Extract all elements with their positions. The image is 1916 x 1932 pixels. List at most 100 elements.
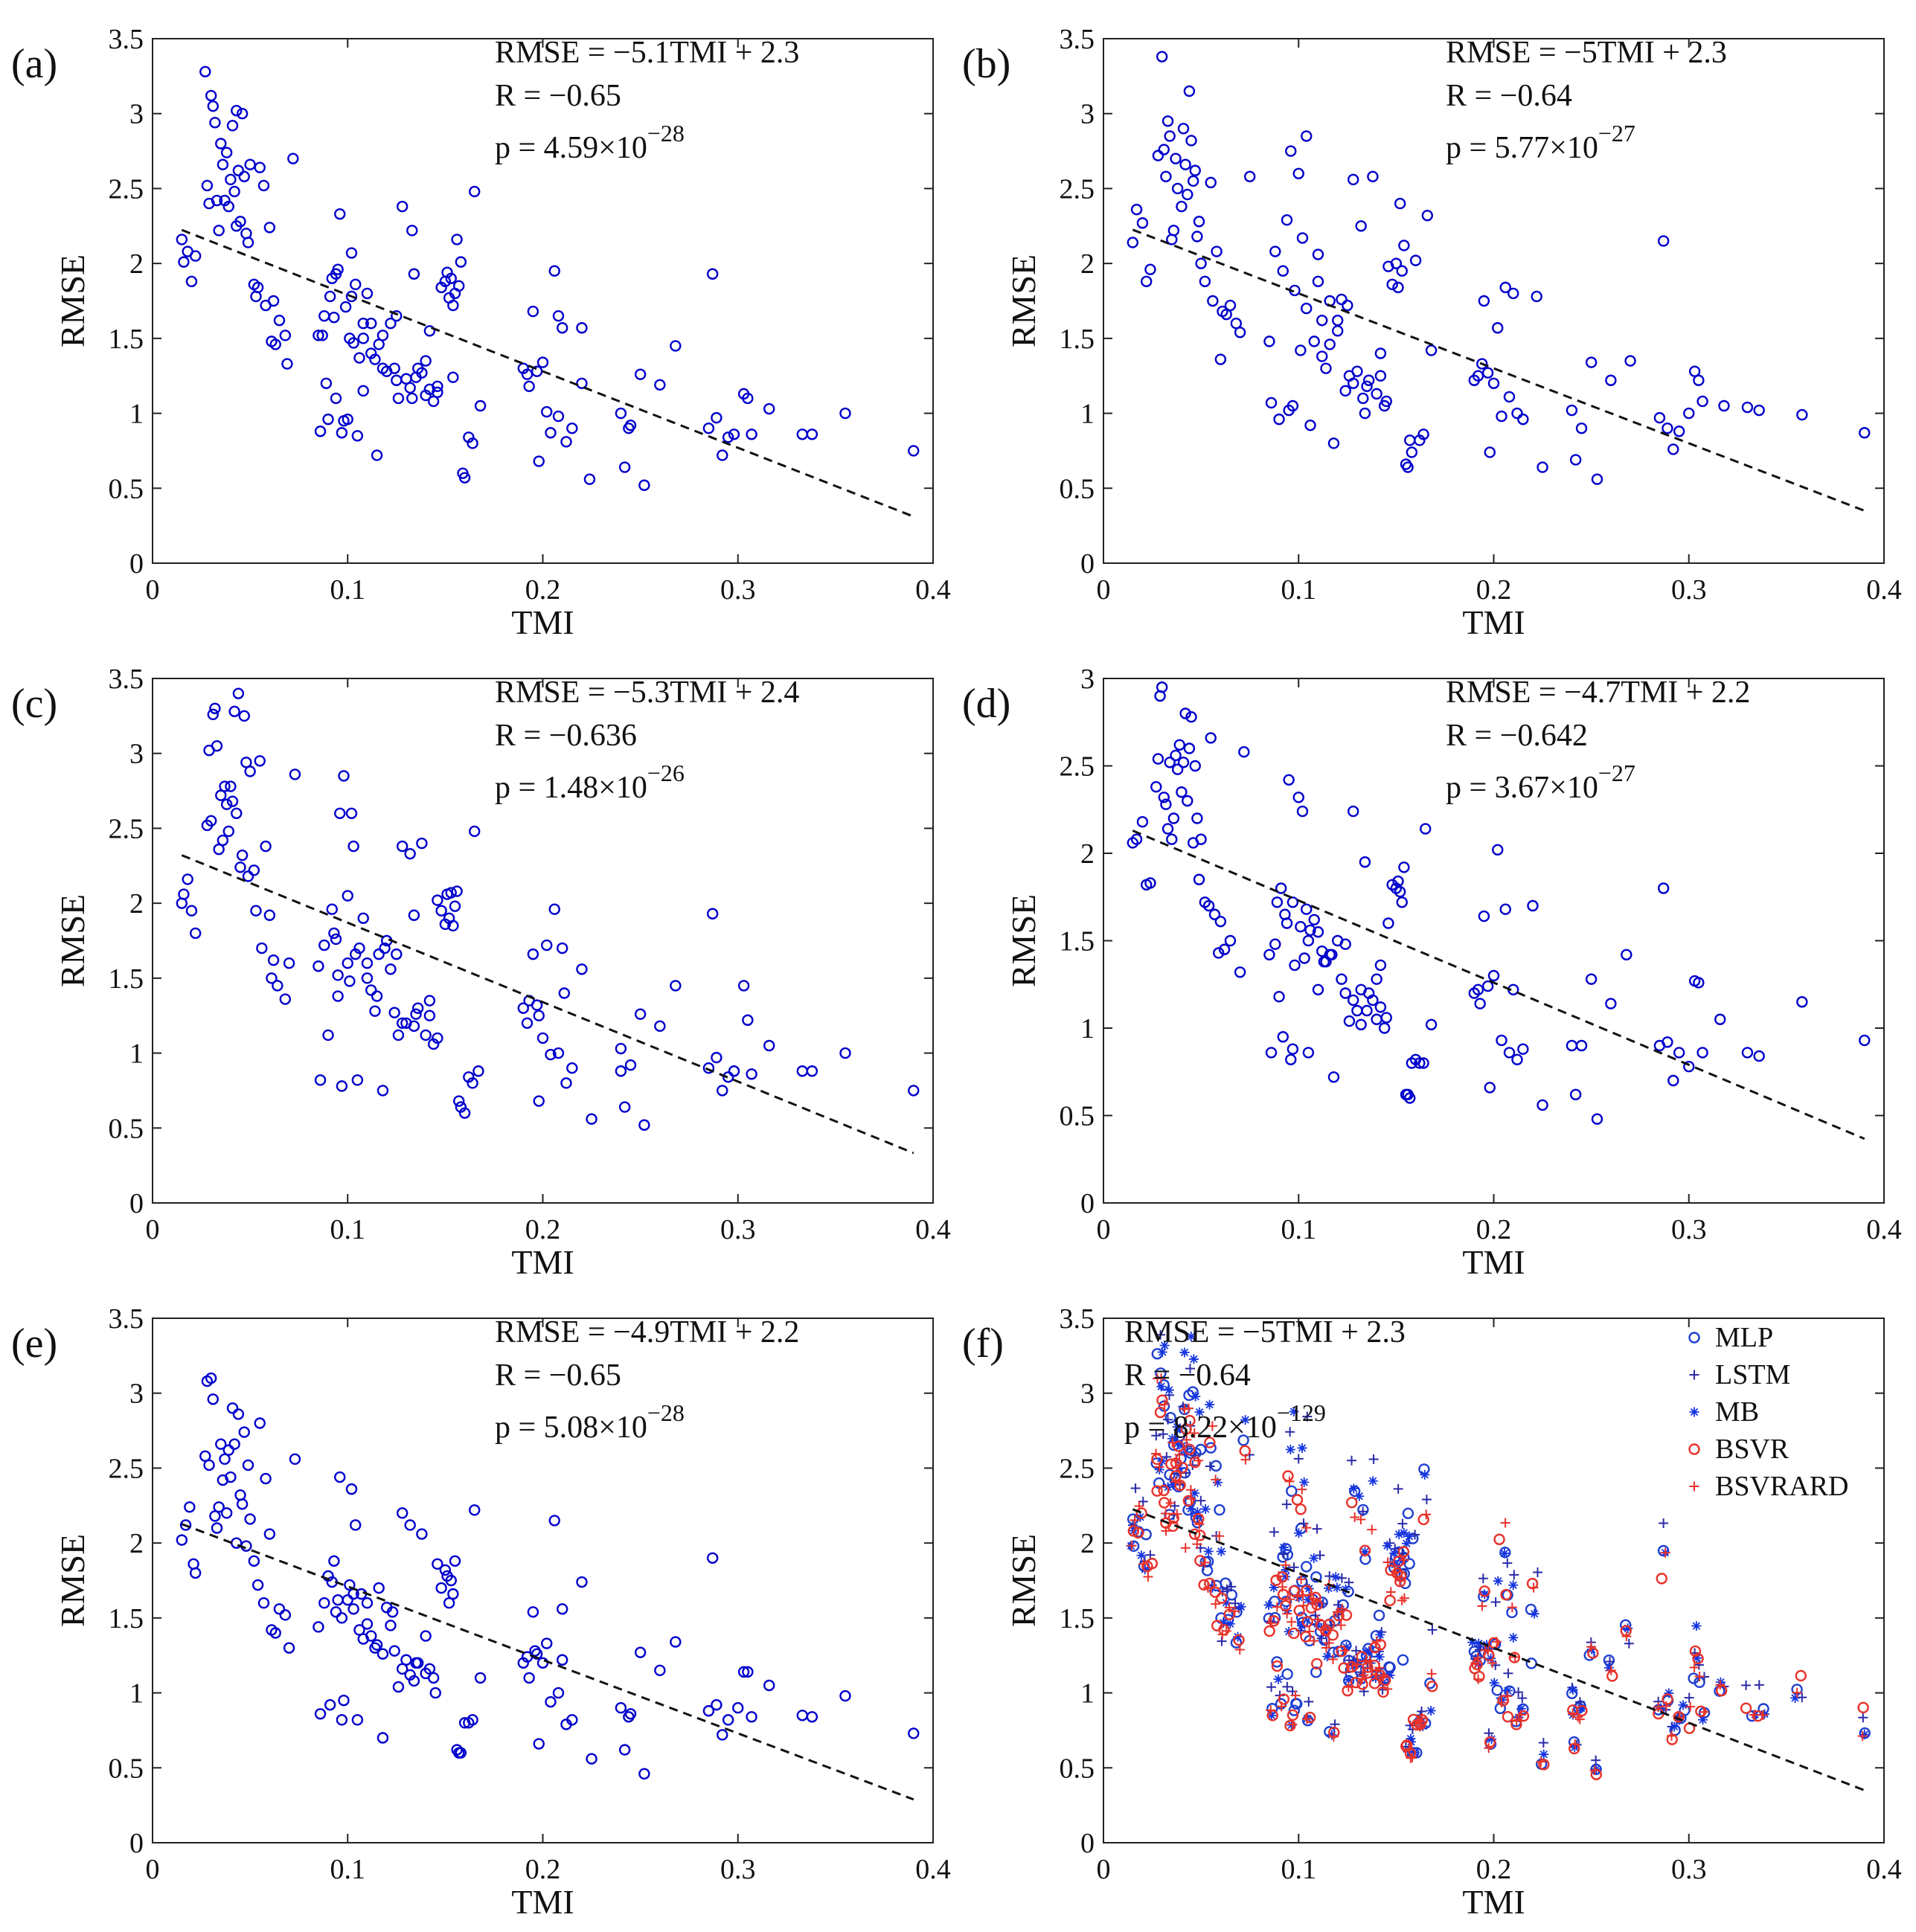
y-tick-label: 0.5 xyxy=(1060,1101,1095,1132)
data-point xyxy=(1343,1015,1356,1027)
data-point xyxy=(1859,427,1871,439)
data-point xyxy=(248,864,260,876)
data-point-bsvrard xyxy=(1348,1660,1358,1671)
data-point-lstm xyxy=(1304,1696,1314,1707)
data-point xyxy=(236,849,249,861)
data-point-bsvrard xyxy=(1574,1714,1585,1724)
data-point-bsvrard xyxy=(1382,1557,1393,1567)
data-point-bsvrard xyxy=(1621,1631,1632,1642)
data-point-lstm xyxy=(1347,1455,1357,1466)
data-point xyxy=(615,1065,627,1077)
data-point xyxy=(238,1426,250,1438)
data-point-mb xyxy=(1382,1541,1392,1551)
data-point xyxy=(336,1080,348,1092)
data-point-bsvrard xyxy=(1194,1519,1205,1530)
data-point-bsvrard xyxy=(1660,1547,1670,1558)
data-point-lstm xyxy=(1624,1638,1634,1649)
data-point-bsvr xyxy=(1288,1627,1300,1640)
data-point xyxy=(711,411,722,424)
data-point-mb xyxy=(1269,1582,1279,1593)
data-point-mb xyxy=(1343,1675,1353,1685)
data-point xyxy=(1320,362,1332,374)
data-point xyxy=(279,993,292,1005)
data-point xyxy=(1753,404,1765,417)
data-point xyxy=(467,437,478,449)
y-tick-label: 0 xyxy=(1080,1188,1095,1219)
p-value-exponent: −28 xyxy=(647,1399,685,1426)
data-point-bsvrard xyxy=(1192,1539,1202,1550)
data-point-mb xyxy=(1426,1706,1436,1716)
data-point xyxy=(338,1694,350,1707)
y-tick-label: 2.5 xyxy=(1060,173,1095,205)
data-point xyxy=(396,1507,408,1519)
data-point xyxy=(1569,454,1582,466)
data-point-lstm xyxy=(1205,1461,1215,1472)
x-tick-label: 0.4 xyxy=(915,574,951,606)
data-point xyxy=(1162,823,1174,835)
x-tick-label: 0.4 xyxy=(1866,1214,1902,1245)
data-point xyxy=(1308,914,1320,926)
x-axis-label: TMI xyxy=(1462,1883,1525,1921)
data-point xyxy=(618,1101,631,1113)
data-point-bsvrard xyxy=(1273,1571,1284,1582)
y-tick-label: 2.5 xyxy=(109,1453,144,1484)
data-point-mb xyxy=(1218,1617,1228,1628)
data-point xyxy=(1179,158,1191,170)
data-point xyxy=(1484,446,1496,458)
y-tick-label: 2.5 xyxy=(1060,751,1095,783)
y-tick-label: 0 xyxy=(1080,548,1095,580)
regression-line xyxy=(181,1523,914,1801)
correlation-r: R = −0.64 xyxy=(1446,79,1572,113)
data-point-lstm xyxy=(1368,1454,1379,1464)
data-point xyxy=(207,100,219,112)
data-point-mlp xyxy=(1288,1704,1301,1716)
data-point-bsvrard xyxy=(1207,1421,1217,1431)
legend: MLP LSTM MB BSVR BSVRARD xyxy=(1688,1322,1849,1502)
data-point-bsvrard xyxy=(1287,1617,1297,1627)
data-point xyxy=(1327,437,1340,449)
data-point xyxy=(1224,299,1237,312)
data-point xyxy=(467,1714,478,1726)
data-point xyxy=(1371,388,1382,400)
data-point-mb xyxy=(1354,1491,1365,1501)
data-point xyxy=(178,256,190,268)
data-point-mb xyxy=(1368,1476,1378,1486)
data-point xyxy=(1191,812,1203,824)
data-point xyxy=(566,1062,578,1074)
x-tick-label: 0.3 xyxy=(720,1854,756,1885)
data-point xyxy=(273,314,286,327)
y-axis-label: RMSE xyxy=(54,1534,92,1627)
data-point-bsvrard xyxy=(1653,1701,1664,1712)
data-point xyxy=(257,179,270,192)
data-point xyxy=(1667,1074,1679,1087)
data-point-lstm xyxy=(1151,1431,1162,1441)
legend-label-mb: MB xyxy=(1715,1396,1759,1428)
data-point-mlp xyxy=(1271,1656,1283,1668)
data-point xyxy=(432,894,443,906)
data-point-mlp xyxy=(1286,1485,1298,1498)
data-point-mb xyxy=(1156,1381,1167,1392)
data-point xyxy=(1374,1001,1387,1013)
data-point-bsvrard xyxy=(1266,1618,1276,1628)
data-point xyxy=(1199,275,1211,288)
data-point xyxy=(287,153,299,164)
data-point xyxy=(1312,926,1324,938)
plot-area xyxy=(1103,678,1885,1204)
data-point-lstm xyxy=(1285,1427,1295,1437)
data-point xyxy=(176,1534,188,1546)
y-tick-label: 1.5 xyxy=(109,1603,144,1634)
p-value-base: p = 1.48×10 xyxy=(495,771,647,805)
data-point xyxy=(1378,1022,1391,1034)
data-point xyxy=(1170,153,1182,164)
data-point xyxy=(1339,385,1351,397)
data-point-mb xyxy=(1394,1529,1404,1539)
data-point-bsvrard xyxy=(1568,1708,1578,1718)
data-point xyxy=(806,1711,818,1723)
data-point-lstm xyxy=(1127,1520,1138,1530)
data-point xyxy=(178,888,190,900)
data-point-mb xyxy=(1385,1670,1395,1681)
data-point-mb xyxy=(1293,1528,1304,1538)
data-point xyxy=(410,371,422,383)
data-point-bsvrard xyxy=(1282,1608,1292,1619)
data-point-bsvrard xyxy=(1165,1498,1176,1508)
